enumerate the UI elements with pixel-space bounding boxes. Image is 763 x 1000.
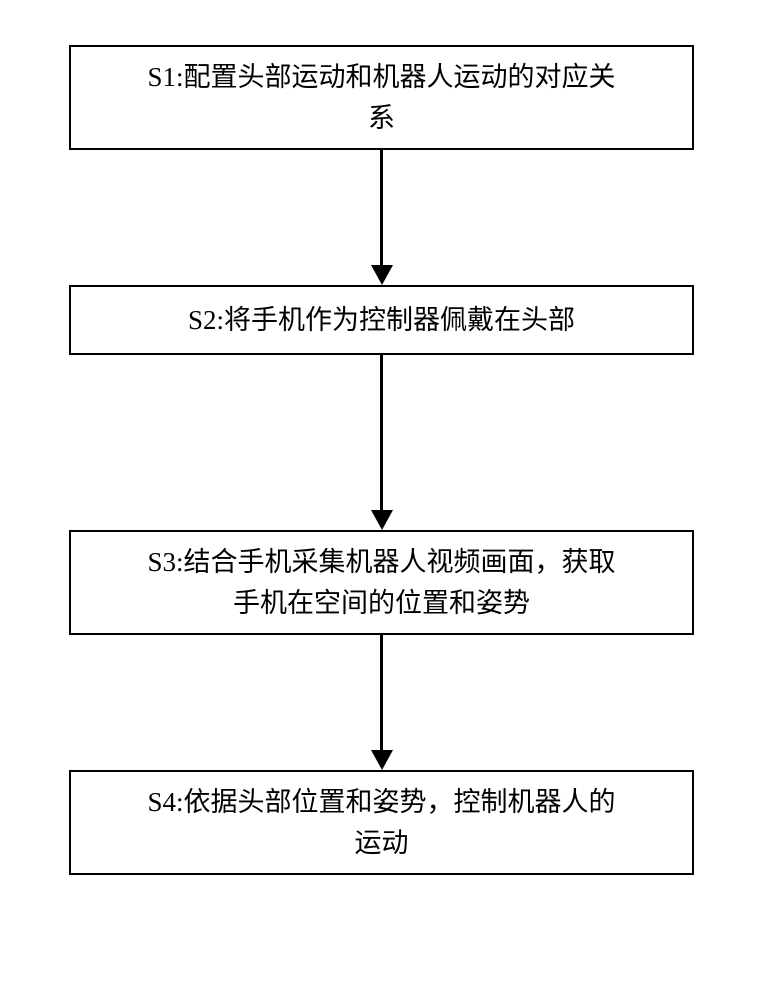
node-label: S4:依据头部位置和姿势，控制机器人的 运动 — [147, 782, 615, 863]
arrow-head-icon — [371, 510, 393, 530]
arrow-line — [380, 355, 383, 510]
flowchart-node-s4: S4:依据头部位置和姿势，控制机器人的 运动 — [69, 770, 694, 875]
flowchart-node-s1: S1:配置头部运动和机器人运动的对应关 系 — [69, 45, 694, 150]
flowchart-node-s3: S3:结合手机采集机器人视频画面，获取 手机在空间的位置和姿势 — [69, 530, 694, 635]
arrow-head-icon — [371, 750, 393, 770]
flowchart-node-s2: S2:将手机作为控制器佩戴在头部 — [69, 285, 694, 355]
node-label: S3:结合手机采集机器人视频画面，获取 手机在空间的位置和姿势 — [147, 542, 615, 623]
node-label: S1:配置头部运动和机器人运动的对应关 系 — [147, 57, 615, 138]
arrow-line — [380, 635, 383, 750]
arrow-s1-s2 — [371, 150, 393, 285]
arrow-line — [380, 150, 383, 265]
arrow-s3-s4 — [371, 635, 393, 770]
arrow-s2-s3 — [371, 355, 393, 530]
node-label: S2:将手机作为控制器佩戴在头部 — [188, 300, 575, 341]
arrow-head-icon — [371, 265, 393, 285]
